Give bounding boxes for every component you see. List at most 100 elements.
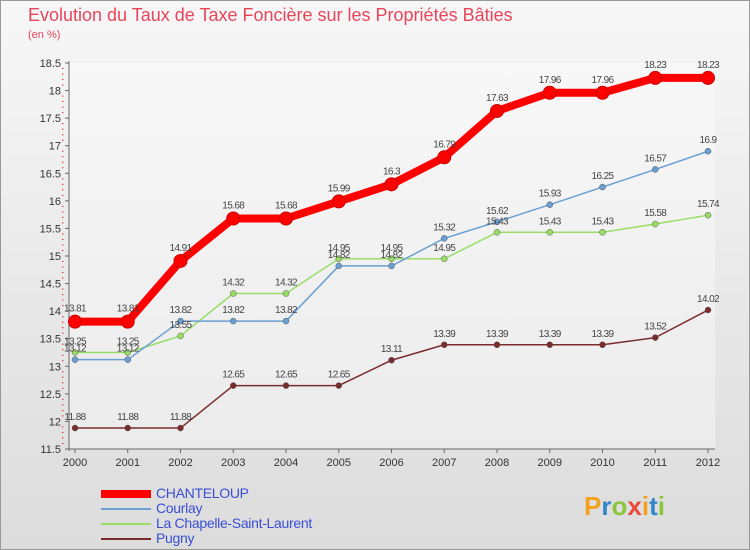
data-label: 16.3 xyxy=(383,166,401,177)
data-point xyxy=(704,147,712,155)
data-point xyxy=(546,201,553,208)
proxiti-logo: Proxiti xyxy=(584,491,665,522)
data-label: 13.25 xyxy=(117,337,140,348)
x-tick-label: 2008 xyxy=(485,457,509,469)
data-label: 13.82 xyxy=(222,305,245,316)
data-label: 14.02 xyxy=(697,294,720,305)
data-label: 15.43 xyxy=(539,216,562,227)
x-tick-label: 2009 xyxy=(538,457,562,469)
x-tick-label: 2002 xyxy=(168,457,192,469)
data-point xyxy=(124,424,131,432)
data-point xyxy=(230,382,237,389)
data-point xyxy=(335,255,342,263)
x-tick-label: 2001 xyxy=(116,457,140,469)
data-point xyxy=(493,229,501,236)
data-label: 13.11 xyxy=(381,344,403,355)
data-label: 13.52 xyxy=(644,322,667,333)
data-point xyxy=(493,341,501,349)
data-point xyxy=(493,218,501,226)
data-point xyxy=(335,262,342,270)
data-label: 15.68 xyxy=(222,201,245,212)
data-label: 12.65 xyxy=(275,370,298,381)
data-point xyxy=(542,85,557,100)
logo-letter: P xyxy=(584,491,602,521)
x-tick-label: 2007 xyxy=(432,457,456,469)
data-point xyxy=(71,349,79,356)
x-tick-label: 2012 xyxy=(696,457,720,469)
data-point xyxy=(441,235,448,242)
logo-letter: i xyxy=(657,491,665,521)
data-label: 11.88 xyxy=(64,412,86,423)
data-point xyxy=(120,314,135,329)
data-point xyxy=(282,382,290,389)
x-tick-label: 2000 xyxy=(63,457,87,469)
data-point xyxy=(282,317,290,325)
y-tick-label: 17 xyxy=(49,141,61,153)
data-point xyxy=(648,70,663,85)
data-label: 13.55 xyxy=(169,320,192,331)
data-label: 14.95 xyxy=(328,243,351,254)
data-label: 17.63 xyxy=(486,93,509,104)
data-label: 16.57 xyxy=(644,153,667,164)
data-point xyxy=(331,194,346,209)
data-point xyxy=(71,424,79,432)
y-tick-label: 16 xyxy=(49,196,61,208)
data-label: 13.25 xyxy=(64,337,87,348)
data-label: 13.12 xyxy=(117,344,140,355)
data-point xyxy=(595,85,610,100)
data-label: 15.43 xyxy=(591,216,614,227)
data-label: 11.88 xyxy=(117,412,139,423)
data-label: 14.32 xyxy=(222,277,245,288)
y-tick-label: 14.5 xyxy=(40,279,61,291)
data-point xyxy=(173,253,188,268)
data-label: 12.65 xyxy=(222,370,245,381)
legend-swatch xyxy=(101,508,151,510)
data-label: 13.39 xyxy=(433,329,456,340)
logo-letter: r xyxy=(601,491,612,521)
data-point xyxy=(335,382,342,389)
legend-label: Pugny xyxy=(156,530,195,546)
x-tick-label: 2011 xyxy=(643,457,667,469)
y-tick-label: 15 xyxy=(49,251,61,263)
y-tick-label: 18 xyxy=(49,86,61,98)
data-label: 13.81 xyxy=(64,304,87,315)
data-label: 15.43 xyxy=(486,216,509,227)
data-point xyxy=(177,317,184,325)
data-label: 15.74 xyxy=(697,199,720,210)
x-tick-label: 2006 xyxy=(379,457,403,469)
data-point xyxy=(177,332,184,340)
data-label: 14.32 xyxy=(275,277,298,288)
data-label: 18.23 xyxy=(697,60,720,71)
data-point xyxy=(704,211,712,219)
data-point xyxy=(282,290,290,297)
data-point xyxy=(490,103,504,118)
x-tick-label: 2004 xyxy=(274,457,298,469)
y-tick-label: 11.5 xyxy=(40,444,61,456)
data-point xyxy=(546,341,553,349)
data-label: 13.39 xyxy=(539,329,562,340)
y-tick-label: 12.5 xyxy=(40,389,61,401)
data-point xyxy=(230,317,237,325)
data-point xyxy=(177,424,184,432)
legend-label: Courlay xyxy=(156,500,203,516)
data-point xyxy=(599,341,606,349)
data-label: 17.96 xyxy=(539,75,562,86)
data-label: 17.96 xyxy=(591,75,614,86)
data-point xyxy=(384,177,399,192)
data-label: 15.99 xyxy=(328,183,351,194)
data-point xyxy=(124,356,131,363)
data-label: 13.12 xyxy=(64,344,87,355)
data-point xyxy=(230,290,237,297)
x-tick-label: 2005 xyxy=(327,457,351,469)
data-point xyxy=(71,356,79,363)
data-label: 14.91 xyxy=(169,243,192,254)
data-label: 15.68 xyxy=(275,201,298,212)
data-label: 14.82 xyxy=(328,250,351,261)
y-tick-label: 18.5 xyxy=(40,58,61,70)
data-label: 14.95 xyxy=(433,243,456,254)
data-label: 15.58 xyxy=(644,208,667,219)
data-point xyxy=(388,356,395,364)
y-tick-label: 15.5 xyxy=(40,223,61,235)
